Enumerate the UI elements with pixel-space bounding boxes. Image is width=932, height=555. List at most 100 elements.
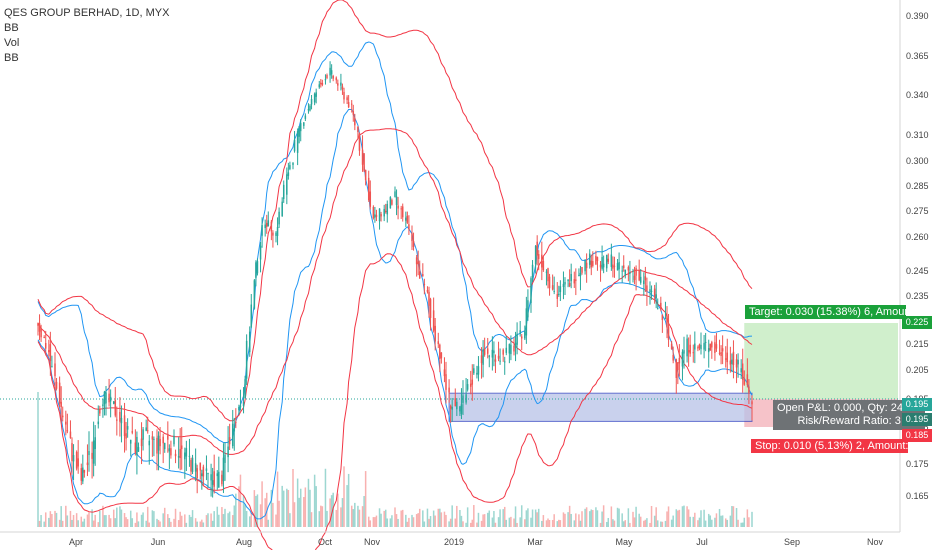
time-axis[interactable]: Apr Jun Aug Oct Nov 2019 Mar May Jul Sep Nov: [0, 531, 900, 547]
candle-body: [242, 402, 245, 407]
legend-vol[interactable]: Vol: [4, 37, 20, 49]
candle-body: [167, 435, 169, 440]
volume-bar: [650, 505, 653, 527]
volume-bar: [307, 478, 310, 527]
candle-body: [281, 201, 283, 217]
volume-bar: [704, 520, 707, 527]
volume-bar: [508, 517, 511, 527]
volume-bar: [156, 518, 158, 527]
candle-body: [731, 359, 733, 364]
volume-bar: [513, 518, 515, 527]
volume-bar: [228, 511, 231, 527]
volume-bar: [635, 506, 637, 527]
candle-body: [66, 430, 69, 432]
candle-body: [575, 279, 577, 281]
legend-title[interactable]: QES GROUP BERHAD, 1D, MYX: [4, 7, 170, 19]
candle-body: [440, 352, 443, 359]
volume-bar: [748, 517, 750, 527]
time-tick-label: 2019: [444, 537, 464, 547]
volume-bar: [502, 509, 504, 527]
legend-bb-1[interactable]: BB: [4, 22, 19, 34]
volume-bar: [287, 490, 290, 527]
candle-body: [137, 447, 140, 452]
volume-bar: [58, 519, 61, 527]
stop-label[interactable]: Stop: 0.010 (5.13%) 2, Amount: 750.0: [751, 439, 908, 453]
volume-bar: [126, 519, 129, 527]
volume-bar: [741, 522, 744, 527]
volume-bar: [343, 466, 345, 527]
volume-bar: [97, 522, 100, 527]
candle-body: [519, 330, 521, 335]
volume-bar: [703, 509, 705, 527]
candle-body: [400, 208, 402, 210]
volume-bar: [335, 509, 338, 527]
candle-body: [329, 67, 331, 76]
volume-bar: [289, 513, 291, 527]
candle-body: [221, 474, 223, 485]
candle-body: [293, 139, 296, 152]
candle-body: [330, 70, 333, 75]
candle-body: [202, 466, 205, 477]
candle-body: [97, 421, 100, 425]
volume-bar: [112, 509, 115, 527]
candle-body: [508, 344, 511, 354]
price-tick-label: 0.235: [906, 291, 929, 301]
candle-body: [465, 394, 467, 403]
candle-body: [259, 245, 262, 260]
volume-bar: [644, 519, 647, 527]
candle-body: [531, 264, 534, 278]
candle-body: [153, 438, 155, 440]
candle-body: [72, 455, 75, 462]
candle-body: [536, 241, 538, 256]
volume-bar: [167, 514, 169, 527]
volume-bar: [69, 510, 72, 527]
volume-bar: [102, 505, 104, 527]
volume-bar: [590, 509, 593, 527]
candle-body: [134, 442, 137, 454]
volume-bar: [153, 511, 155, 527]
volume-bar: [253, 490, 256, 527]
candle-body: [231, 423, 234, 447]
candle-body: [677, 362, 679, 371]
volume-bar: [354, 502, 356, 527]
candle-body: [326, 74, 328, 79]
volume-bar: [103, 515, 106, 527]
candle-body: [211, 480, 214, 485]
candle-body: [746, 374, 749, 385]
volume-bar: [411, 514, 413, 527]
candle-body: [162, 436, 164, 444]
volume-bar: [367, 516, 370, 527]
volume-bar: [324, 468, 327, 527]
volume-bar: [270, 489, 273, 527]
volume-bar: [369, 520, 372, 527]
volume-bar: [456, 505, 458, 527]
position-info[interactable]: Open P&L: 0.000, Qty: 24999 Risk/Reward …: [773, 400, 926, 430]
candle-body: [667, 327, 670, 340]
volume-bar: [378, 508, 381, 527]
volume-bar: [418, 508, 421, 527]
volume-bar: [601, 511, 603, 527]
volume-bar: [363, 496, 365, 527]
volume-bar: [519, 517, 521, 527]
legend-bb-2[interactable]: BB: [4, 52, 19, 64]
volume-bar: [445, 514, 447, 527]
price-tick-label: 0.245: [906, 266, 929, 276]
candle-body: [618, 262, 620, 270]
target-label[interactable]: Target: 0.030 (15.38%) 6, Amount: 1749: [745, 305, 906, 319]
candle-body: [303, 122, 305, 126]
candle-body: [482, 349, 484, 365]
candle-body: [564, 281, 566, 285]
price-tick-label: 0.340: [906, 90, 929, 100]
volume-bar: [137, 521, 140, 527]
volume-bar: [123, 513, 126, 527]
volume-bar: [296, 478, 299, 527]
candle-body: [361, 149, 364, 165]
volume-bar: [235, 493, 237, 527]
candle-body: [502, 349, 504, 355]
candle-body: [624, 269, 627, 276]
candle-body: [103, 391, 106, 405]
volume-bar: [542, 515, 545, 527]
